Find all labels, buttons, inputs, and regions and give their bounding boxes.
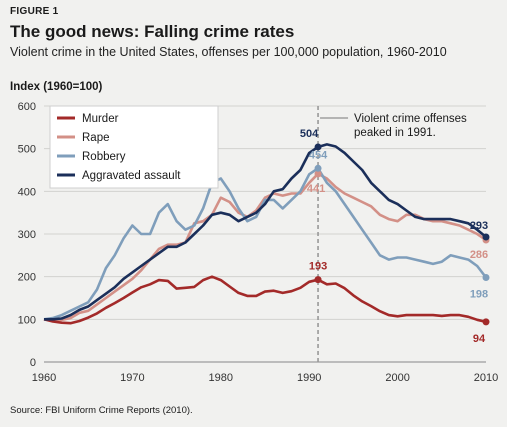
y-tick-200: 200: [18, 272, 36, 284]
point-rape-1991: [314, 170, 322, 178]
legend-item-robbery: Robbery: [82, 151, 126, 163]
gridlines: [44, 105, 486, 363]
x-tick-2010: 2010: [474, 372, 498, 384]
legend: Murder Rape Robbery Aggravated assault: [49, 105, 219, 189]
series-line-murder: [43, 275, 487, 325]
data-label-rape-1991: 441: [307, 183, 325, 195]
y-tick-400: 400: [18, 186, 36, 198]
x-tick-1990: 1990: [297, 372, 321, 384]
point-robbery-2010: [482, 274, 490, 282]
y-tick-100: 100: [18, 314, 36, 326]
annotation-line-1: Violent crime offenses: [354, 113, 467, 125]
series-line-aggravated-assault: [44, 143, 487, 321]
annotation-line-2: peaked in 1991.: [354, 127, 436, 139]
data-label-robbery-2010: 198: [470, 289, 488, 301]
y-tick-0: 0: [30, 357, 36, 369]
y-tick-600: 600: [18, 101, 36, 113]
y-tick-300: 300: [18, 229, 36, 241]
chart-title: The good news: Falling crime rates: [10, 22, 295, 41]
y-tick-500: 500: [18, 144, 36, 156]
legend-item-rape: Rape: [82, 132, 110, 144]
chart-subtitle: Violent crime in the United States, offe…: [10, 45, 447, 59]
point-aggravated-assault-2010: [482, 233, 490, 241]
series-line-robbery: [43, 167, 488, 321]
figure-label: FIGURE 1: [10, 6, 59, 17]
legend-item-aggravated-assault: Aggravated assault: [82, 170, 181, 182]
x-tick-1970: 1970: [120, 372, 144, 384]
y-tick-labels: 0 100 200 300 400 500 600: [18, 101, 36, 369]
data-label-robbery-1991: 454: [309, 149, 328, 161]
series-lines: [43, 143, 488, 325]
x-tick-2000: 2000: [385, 372, 409, 384]
data-labels: 504 454 441 193 293 286 198 94: [300, 128, 490, 345]
x-tick-labels: 1960 1970 1980 1990 2000 2010: [32, 372, 498, 384]
data-label-aggravated-assault-2010: 293: [470, 220, 488, 232]
legend-item-murder: Murder: [82, 113, 119, 125]
data-label-murder-2010: 94: [473, 333, 486, 345]
x-tick-1960: 1960: [32, 372, 56, 384]
y-axis-label: Index (1960=100): [10, 81, 103, 93]
data-label-rape-2010: 286: [470, 249, 488, 261]
source-note: Source: FBI Uniform Crime Reports (2010)…: [10, 405, 193, 416]
point-robbery-1991: [314, 164, 322, 172]
point-murder-2010: [482, 318, 490, 326]
legend-box: [49, 105, 219, 189]
point-murder-1991: [314, 276, 322, 284]
data-label-murder-1991: 193: [309, 261, 327, 273]
data-label-aggravated-assault-1991: 504: [300, 128, 319, 140]
x-tick-1980: 1980: [209, 372, 233, 384]
series-line-rape: [43, 172, 487, 322]
point-aggravated-assault-1991: [314, 143, 322, 151]
